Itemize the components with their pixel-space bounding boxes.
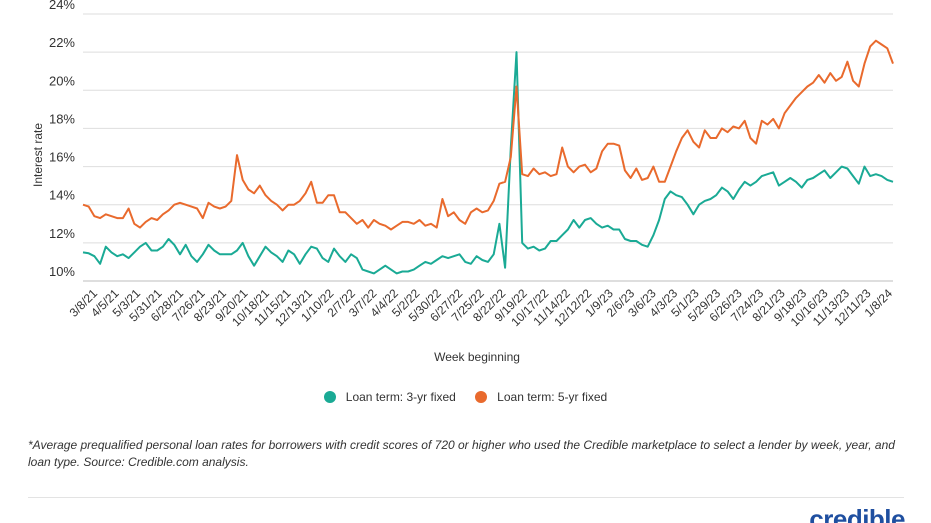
y-tick-label: 24%: [49, 0, 75, 12]
credible-logo[interactable]: credible: [809, 506, 905, 523]
legend-item-3yr[interactable]: Loan term: 3-yr fixed: [323, 390, 456, 404]
y-tick-label: 16%: [49, 150, 75, 165]
chart-legend: Loan term: 3-yr fixed Loan term: 5-yr fi…: [0, 390, 931, 406]
y-tick-label: 22%: [49, 35, 75, 50]
y-tick-label: 12%: [49, 226, 75, 241]
x-axis-tick-labels: 3/8/214/5/215/3/215/31/216/28/217/26/218…: [67, 286, 896, 329]
y-tick-label: 10%: [49, 264, 75, 279]
series-line-3yr: [82, 51, 894, 275]
legend-swatch-5yr: [475, 391, 488, 403]
line-chart: 10% 12% 14% 16% 18% 20% 22% 24% 3/8/214/5/215/3…: [31, 0, 896, 364]
chart-footnote: *Average prequalified personal loan rate…: [28, 438, 895, 469]
legend-label-3yr: Loan term: 3-yr fixed: [345, 390, 456, 404]
legend-swatch-3yr: [323, 391, 336, 403]
y-axis-title: Interest rate: [31, 123, 45, 187]
y-tick-label: 18%: [49, 111, 75, 126]
legend-item-5yr[interactable]: Loan term: 5-yr fixed: [475, 390, 607, 404]
gridlines: [83, 13, 893, 282]
y-tick-label: 20%: [49, 73, 75, 88]
footer-divider: [28, 497, 904, 498]
legend-label-5yr: Loan term: 5-yr fixed: [497, 390, 608, 404]
y-axis-tick-labels: 10% 12% 14% 16% 18% 20% 22% 24%: [49, 0, 75, 279]
y-tick-label: 14%: [49, 188, 75, 203]
series-line-5yr: [82, 39, 894, 231]
series-lines: [82, 39, 894, 275]
x-axis-title: Week beginning: [434, 350, 520, 364]
